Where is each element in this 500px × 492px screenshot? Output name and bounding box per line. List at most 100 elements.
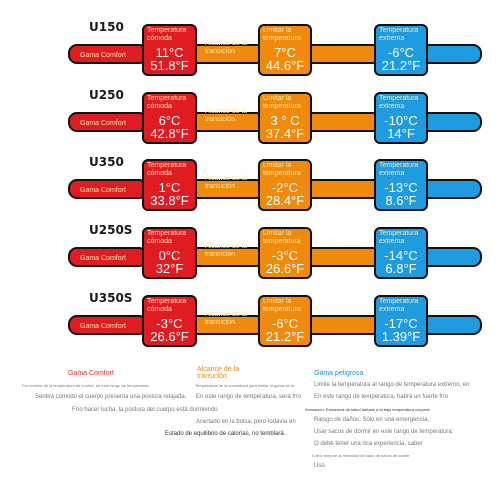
comfort-fahrenheit: 26.6°F (150, 329, 189, 344)
limit-celsius: -2°C (271, 180, 299, 195)
comfort-range-bar: Gama Comfort (68, 112, 148, 132)
limit-celsius: -3°C (271, 248, 299, 263)
legend-danger-line: Uso. (314, 463, 327, 469)
legend-danger-line: O debe tener una rica experiencia, saber (314, 441, 423, 447)
extreme-temp-box: Temperatura extrema -14°C 6.8°F (374, 227, 428, 279)
legend-comfort-line: Por encima de la temperatura de confort,… (22, 383, 150, 388)
extreme-fahrenheit: 6.8°F (385, 261, 417, 276)
limit-box-label: Limitar la temperatura (263, 298, 301, 313)
legend-comfort-line: Estado de equilibrio de calorías, no tem… (165, 431, 286, 437)
limit-temp-box: Limitar la temperatura -2°C 28.4°F (258, 159, 312, 211)
transition-bar-label: Alcance de la transición (205, 311, 248, 326)
limit-box-label: Limitar la temperatura (263, 230, 301, 245)
limit-fahrenheit: 44.6°F (265, 58, 305, 73)
legend-danger-line: Riesgo de daños: Sólo en una emergencia, (314, 417, 430, 423)
comfort-celsius: 1°C (158, 180, 181, 195)
comfort-celsius: 0°C (158, 248, 181, 263)
transition-bar-label: Alcance de la transición (205, 175, 248, 190)
limit-celsius: 3 ° C (270, 113, 300, 128)
limit-fahrenheit: 37.4°F (265, 126, 305, 141)
extreme-celsius: -13°C (384, 180, 418, 195)
model-name: U350 (89, 155, 124, 169)
legend-comfort-line: Acertado en la bolsa, pero todavía en (196, 419, 296, 425)
extreme-box-label: Temperatura extrema (379, 298, 419, 313)
comfort-bar-label: Gama Comfort (80, 255, 126, 262)
comfort-bar-label: Gama Comfort (80, 120, 126, 127)
model-name: U250 (89, 88, 124, 102)
comfort-box-label: Temperatura cómoda (147, 95, 187, 110)
comfort-bar-label: Gama Comfort (80, 187, 126, 194)
comfort-temp-box: Temperatura cómoda 6°C 42.8°F (142, 92, 197, 144)
model-row: U350 Gama peligrosa Alcance de la transi… (0, 155, 500, 213)
comfort-temp-box: Temperatura cómoda 11°C 51.8°F (142, 24, 197, 76)
limit-fahrenheit: 26.6°F (265, 261, 305, 276)
legend-comfort-line: Frío hacer lucha, la postura del cuerpo … (72, 407, 218, 413)
legend-transition-line: Temperatura de la comodidad para limitar… (195, 383, 295, 388)
transition-bar-label: Alcance de la transición (205, 243, 248, 258)
extreme-temp-box: Temperatura extrema -17°C 1.39°F (374, 295, 428, 347)
legend-danger-line: Usar sacos de dormir en este rango de te… (314, 429, 454, 435)
model-row: U250S Gama peligrosa Alcance de la trans… (0, 223, 500, 281)
comfort-bar-label: Gama Comfort (80, 52, 126, 59)
comfort-celsius: 6°C (158, 113, 181, 128)
extreme-box-label: Temperatura extrema (379, 27, 419, 42)
comfort-range-bar: Gama Comfort (68, 315, 148, 335)
limit-celsius: -6°C (271, 316, 299, 331)
transition-bar-label: Alcance de la transición (205, 108, 248, 123)
comfort-fahrenheit: 32°F (155, 261, 184, 276)
extreme-box-label: Temperatura extrema (379, 230, 419, 245)
model-row: U350S Gama peligrosa Alcance de la trans… (0, 291, 500, 349)
comfort-temp-box: Temperatura cómoda 0°C 32°F (142, 227, 197, 279)
model-name: U350S (89, 291, 133, 305)
comfort-box-label: Temperatura cómoda (147, 298, 187, 313)
extreme-box-label: Temperatura extrema (379, 162, 419, 177)
comfort-celsius: 11°C (155, 45, 184, 60)
limit-celsius: 7°C (274, 45, 296, 60)
extreme-fahrenheit: 1.39°F (381, 329, 421, 344)
comfort-fahrenheit: 33.8°F (150, 193, 189, 208)
comfort-range-bar: Gama Comfort (68, 247, 148, 267)
limit-fahrenheit: 28.4°F (265, 193, 305, 208)
extreme-temp-box: Temperatura extrema -10°C 14°F (374, 92, 428, 144)
limit-temp-box: Limitar la temperatura -3°C 26.6°F (258, 227, 312, 279)
extreme-fahrenheit: 21.2°F (381, 58, 421, 73)
extreme-fahrenheit: 14°F (387, 126, 415, 141)
model-name: U150 (89, 20, 124, 34)
limit-temp-box: Limitar la temperatura 7°C 44.6°F (258, 24, 312, 76)
comfort-celsius: -3°C (156, 316, 183, 331)
model-row: U150 Gama peligrosa Alcance de la transi… (0, 20, 500, 78)
transition-bar-label: Alcance de la transición (205, 40, 248, 55)
comfort-box-label: Temperatura cómoda (147, 162, 187, 177)
legend-danger-title: Gama peligrosa (314, 370, 364, 377)
legend-danger-line: Cómo mejorar la retención de calor de sa… (312, 453, 410, 458)
extreme-temp-box: Temperatura extrema -6°C 21.2°F (374, 24, 428, 76)
comfort-range-bar: Gama Comfort (68, 44, 148, 64)
extreme-celsius: -10°C (384, 113, 418, 128)
comfort-box-label: Temperatura cómoda (147, 27, 187, 42)
legend-danger-line: En este rango de temperatura, habrá un f… (314, 394, 449, 400)
extreme-fahrenheit: 8.6°F (385, 193, 417, 208)
extreme-temp-box: Temperatura extrema -13°C 8.6°F (374, 159, 428, 211)
limit-box-label: Limitar la temperatura (263, 27, 301, 42)
comfort-fahrenheit: 51.8°F (150, 58, 189, 73)
extreme-celsius: -17°C (384, 316, 418, 331)
model-row: U250 Gama peligrosa Alcance de la transi… (0, 88, 500, 146)
limit-fahrenheit: 21.2°F (265, 329, 305, 344)
extreme-celsius: -6°C (387, 45, 415, 60)
legend-transition-title: Alcance de la transición (197, 366, 240, 380)
comfort-temp-box: Temperatura cómoda 1°C 33.8°F (142, 159, 197, 211)
legend-comfort-line: Sentirá cómodo el cuerpo presenta una po… (35, 394, 187, 400)
extreme-celsius: -14°C (384, 248, 418, 263)
legend-transition-line: En este rango de temperatura, será frío (196, 394, 302, 400)
legend-danger-line: Limite la temperatura al rango de temper… (314, 382, 470, 388)
comfort-temp-box: Temperatura cómoda -3°C 26.6°F (142, 295, 197, 347)
comfort-range-bar: Gama Comfort (68, 179, 148, 199)
limit-temp-box: Limitar la temperatura -6°C 21.2°F (258, 295, 312, 347)
legend-danger-line: Sensación. Emisencia de salud dañado a l… (305, 407, 430, 412)
extreme-box-label: Temperatura extrema (379, 95, 419, 110)
comfort-bar-label: Gama Comfort (80, 323, 126, 330)
comfort-box-label: Temperatura cómoda (147, 230, 187, 245)
legend-comfort-title: Gama Comfort (68, 370, 114, 377)
limit-box-label: Limitar la temperatura (263, 162, 301, 177)
limit-box-label: Limitar la temperatura (263, 95, 301, 110)
